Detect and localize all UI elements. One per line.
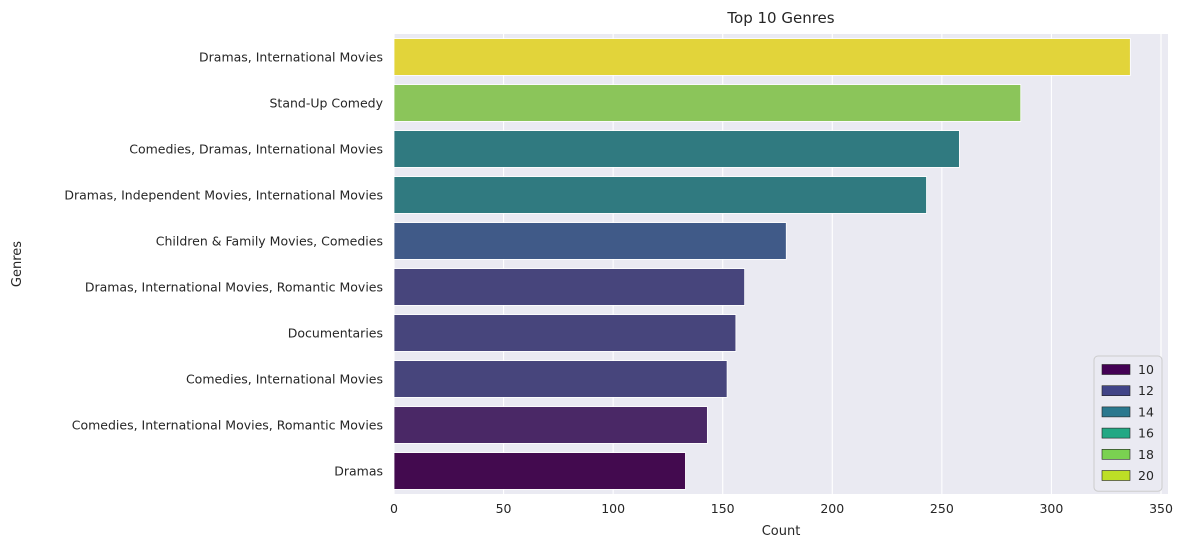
x-tick-label: 150: [711, 501, 735, 516]
bar: [393, 314, 737, 352]
y-tick-labels: Dramas, International Movies Stand-Up Com…: [64, 50, 383, 479]
x-tick-label: 300: [1039, 501, 1063, 516]
bar: [393, 222, 787, 260]
y-tick-label: Dramas, Independent Movies, Internationa…: [64, 188, 383, 203]
bars: [393, 38, 1131, 490]
bar: [393, 130, 960, 168]
y-tick-label: Dramas: [334, 464, 383, 479]
x-tick-label: 350: [1149, 501, 1173, 516]
x-tick-labels: 0 50 100 150 200 250 300 350: [390, 501, 1173, 516]
legend-label: 20: [1138, 468, 1154, 483]
y-tick-label: Documentaries: [288, 326, 383, 341]
legend-swatch: [1101, 470, 1131, 481]
x-tick-label: 250: [930, 501, 954, 516]
x-tick-label: 200: [820, 501, 844, 516]
y-tick-label: Stand-Up Comedy: [270, 96, 384, 111]
legend-label: 16: [1138, 426, 1154, 441]
bar: [393, 38, 1131, 76]
y-axis-title: Genres: [10, 241, 25, 287]
bar: [393, 360, 728, 398]
legend-label: 14: [1138, 404, 1154, 419]
bar: [393, 84, 1022, 122]
legend-swatch: [1101, 448, 1131, 460]
x-tick-label: 100: [601, 501, 625, 516]
legend-label: 10: [1138, 362, 1154, 377]
bar: [393, 406, 708, 444]
chart-title: Top 10 Genres: [726, 9, 834, 27]
y-tick-label: Comedies, International Movies, Romantic…: [72, 418, 383, 433]
legend: 10 12 14 16 18 20: [1093, 355, 1163, 492]
legend-label: 12: [1138, 383, 1154, 398]
bar: [393, 176, 927, 214]
y-tick-label: Children & Family Movies, Comedies: [156, 234, 383, 249]
x-axis-title: Count: [762, 524, 801, 539]
legend-swatch: [1101, 364, 1131, 375]
y-tick-label: Comedies, Dramas, International Movies: [129, 142, 383, 157]
x-tick-label: 50: [496, 501, 512, 516]
y-tick-label: Dramas, International Movies: [199, 50, 383, 65]
legend-swatch: [1101, 427, 1131, 439]
bar: [393, 268, 746, 306]
legend-label: 18: [1138, 447, 1154, 462]
legend-swatch: [1101, 385, 1131, 397]
x-tick-label: 0: [390, 501, 398, 516]
legend-swatch: [1101, 406, 1131, 418]
bar: [393, 452, 686, 490]
y-tick-label: Dramas, International Movies, Romantic M…: [85, 280, 383, 295]
y-tick-label: Comedies, International Movies: [186, 372, 383, 387]
